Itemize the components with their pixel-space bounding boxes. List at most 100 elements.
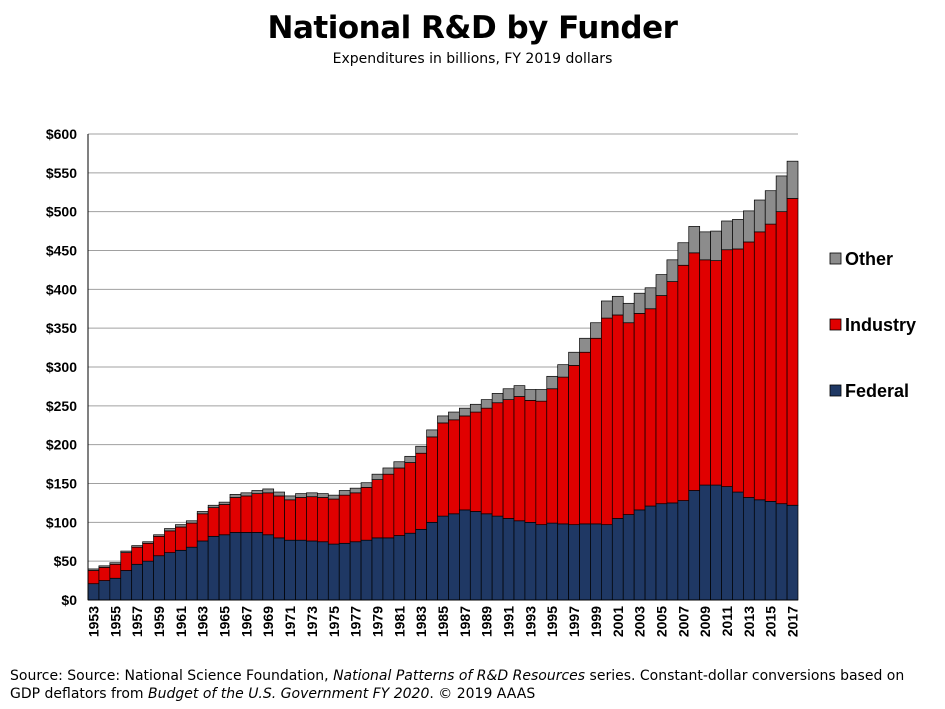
bar-federal-1998	[579, 523, 591, 601]
y-axis-ticks: $0 $50 $100 $150 $200 $250 $300 $350 $400 $450 $50…	[46, 126, 77, 608]
bar-other-2001	[611, 295, 624, 316]
x-tick-label: 2011	[719, 606, 735, 637]
bar-other-1983	[415, 445, 427, 454]
bar-federal-2008	[688, 490, 701, 601]
bar-other-1962	[185, 520, 198, 524]
bar-other-2011	[721, 220, 733, 251]
bar-federal-2002	[622, 514, 635, 601]
bar-other-1967	[240, 492, 253, 497]
bar-other-2007	[677, 242, 690, 266]
bar-industry-1974	[317, 497, 329, 543]
x-tick-label: 1993	[522, 606, 538, 637]
bar-industry-2002	[622, 322, 635, 515]
bar-industry-1977	[349, 492, 362, 543]
bar-other-2008	[688, 226, 701, 254]
y-tick-label: $200	[46, 437, 77, 453]
x-tick-label: 1965	[217, 606, 233, 637]
bar-other-2012	[732, 219, 744, 250]
y-tick-label: $450	[46, 243, 77, 259]
legend-label-other: Other	[845, 249, 893, 269]
bar-industry-2005	[655, 295, 668, 505]
bar-industry-2004	[644, 308, 657, 507]
bar-other-2015	[764, 190, 777, 225]
bar-other-1957	[131, 545, 143, 548]
bar-federal-2015	[764, 501, 777, 601]
bar-federal-1963	[196, 540, 209, 601]
bar-industry-2003	[633, 313, 646, 511]
bar-federal-1954	[98, 580, 111, 601]
source-italic-budget: Budget of the U.S. Government FY 2020	[148, 686, 430, 702]
bar-other-1975	[327, 494, 340, 500]
bar-industry-1987	[459, 415, 471, 511]
bar-industry-1960	[164, 530, 176, 553]
bar-federal-1960	[164, 552, 176, 601]
bar-federal-2013	[743, 497, 755, 601]
bar-other-1998	[579, 337, 591, 353]
x-tick-label: 2017	[785, 606, 801, 637]
y-tick-label: $400	[46, 281, 77, 297]
bar-other-1972	[295, 493, 307, 498]
bar-federal-1984	[426, 521, 438, 601]
x-tick-label: 1979	[369, 606, 385, 637]
bar-federal-1975	[327, 543, 340, 601]
x-tick-label: 2003	[632, 606, 648, 637]
x-tick-label: 1989	[479, 606, 495, 637]
bar-federal-1994	[535, 524, 548, 601]
x-tick-label: 1971	[282, 606, 298, 637]
x-tick-label: 1973	[304, 606, 320, 637]
bar-federal-1959	[153, 555, 165, 601]
bar-federal-2012	[732, 491, 744, 601]
y-tick-label: $100	[46, 514, 77, 530]
legend-label-federal: Federal	[845, 381, 909, 401]
bar-federal-2004	[644, 505, 657, 601]
bar-other-1955	[109, 562, 122, 565]
bar-industry-1997	[568, 365, 580, 526]
bar-federal-1983	[415, 528, 427, 601]
bar-industry-2010	[710, 260, 722, 486]
bar-other-1994	[535, 389, 548, 402]
x-tick-label: 1969	[260, 606, 276, 637]
x-tick-label: 1967	[238, 606, 254, 637]
y-tick-label: $500	[46, 204, 77, 220]
bar-other-1971	[284, 495, 296, 501]
x-tick-label: 1991	[501, 606, 517, 637]
bar-other-2016	[775, 175, 788, 213]
bar-other-1991	[502, 388, 515, 400]
x-tick-label: 1977	[348, 606, 364, 637]
bar-industry-1999	[590, 337, 602, 525]
bar-federal-1970	[273, 537, 285, 601]
bar-industry-1965	[218, 504, 231, 536]
bar-other-2000	[601, 300, 613, 319]
bar-other-1980	[382, 467, 395, 475]
bar-industry-1978	[360, 487, 373, 541]
bar-industry-1984	[426, 436, 438, 523]
bar-other-2002	[622, 302, 635, 324]
bar-industry-2011	[721, 249, 733, 487]
bar-federal-2001	[611, 518, 624, 601]
x-tick-label: 2013	[741, 606, 757, 637]
bar-other-1999	[590, 322, 602, 339]
bar-federal-1993	[524, 521, 537, 601]
source-middle: series. Constant-dollar conversions base…	[10, 668, 905, 702]
bar-industry-1958	[142, 542, 154, 562]
bar-federal-1974	[317, 541, 329, 601]
bar-industry-1968	[251, 493, 264, 533]
bar-federal-2003	[633, 509, 646, 601]
bar-industry-2006	[666, 281, 679, 504]
bar-other-1995	[546, 375, 559, 390]
bar-federal-1953	[87, 583, 100, 601]
bar-federal-1969	[262, 534, 275, 601]
bar-industry-2015	[764, 223, 777, 502]
bar-industry-2016	[775, 211, 788, 505]
bar-federal-2005	[655, 503, 668, 601]
bar-industry-2014	[753, 231, 766, 501]
bar-industry-1961	[175, 526, 187, 551]
bar-industry-1993	[524, 400, 537, 523]
bar-other-2004	[644, 287, 657, 310]
bar-other-1956	[120, 550, 133, 553]
bar-other-1977	[349, 487, 362, 494]
x-tick-label: 1957	[129, 606, 145, 637]
y-tick-label: $600	[46, 126, 77, 142]
y-tick-label: $250	[46, 398, 77, 414]
bar-industry-1966	[229, 497, 242, 533]
